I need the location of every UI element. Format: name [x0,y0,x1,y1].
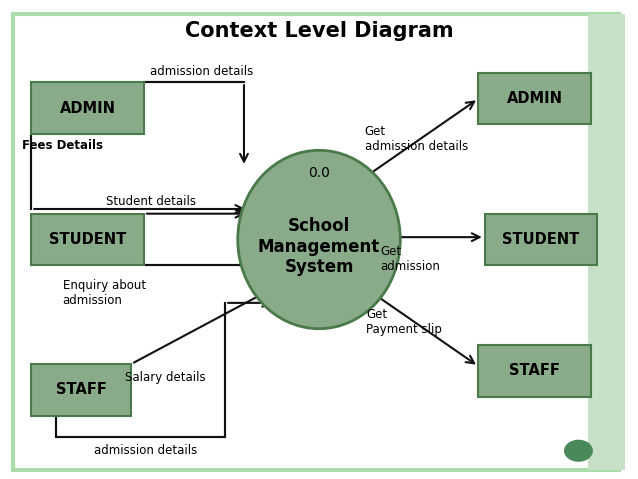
Text: STAFF: STAFF [56,382,107,397]
Text: STAFF: STAFF [509,364,560,378]
Text: admission details: admission details [94,444,197,456]
Text: Salary details: Salary details [125,371,206,384]
Ellipse shape [238,150,400,329]
Text: ADMIN: ADMIN [507,91,563,106]
Text: Get
Payment slip: Get Payment slip [366,308,441,336]
Text: ADMIN: ADMIN [60,101,115,115]
Text: Student details: Student details [107,194,197,207]
FancyBboxPatch shape [31,82,144,134]
Text: Get
admission details: Get admission details [365,125,468,153]
Text: Context Level Diagram: Context Level Diagram [184,21,454,41]
Text: admission details: admission details [150,65,253,78]
Text: STUDENT: STUDENT [49,232,126,247]
FancyBboxPatch shape [485,214,597,265]
Text: School
Management
System: School Management System [258,217,380,276]
Text: 0.0: 0.0 [308,167,330,181]
Circle shape [565,440,592,461]
FancyBboxPatch shape [478,345,591,397]
Text: Fees Details: Fees Details [22,139,103,152]
Text: Get
admission: Get admission [380,245,440,273]
FancyBboxPatch shape [31,214,144,265]
FancyBboxPatch shape [478,73,591,125]
Text: STUDENT: STUDENT [502,232,579,247]
FancyBboxPatch shape [31,364,131,416]
Text: Enquiry about
admission: Enquiry about admission [63,279,145,308]
FancyBboxPatch shape [588,14,625,469]
